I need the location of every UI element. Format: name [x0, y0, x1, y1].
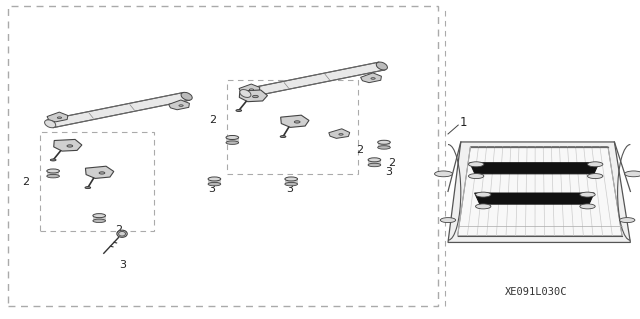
- Ellipse shape: [440, 218, 456, 223]
- Ellipse shape: [378, 140, 390, 144]
- Ellipse shape: [285, 177, 298, 181]
- Ellipse shape: [99, 172, 105, 174]
- Polygon shape: [329, 129, 349, 138]
- Polygon shape: [281, 115, 309, 127]
- Ellipse shape: [47, 174, 60, 178]
- Polygon shape: [239, 84, 260, 94]
- Ellipse shape: [625, 171, 640, 177]
- Text: 3: 3: [287, 184, 293, 194]
- Ellipse shape: [588, 162, 603, 167]
- Polygon shape: [47, 171, 60, 176]
- Polygon shape: [378, 142, 390, 147]
- Ellipse shape: [371, 78, 375, 79]
- Polygon shape: [47, 112, 68, 122]
- Polygon shape: [470, 163, 599, 174]
- Ellipse shape: [378, 146, 390, 149]
- Ellipse shape: [435, 171, 452, 177]
- Polygon shape: [226, 137, 239, 143]
- Ellipse shape: [208, 177, 221, 181]
- Ellipse shape: [47, 169, 60, 173]
- Ellipse shape: [181, 93, 192, 100]
- Text: 3: 3: [120, 260, 126, 270]
- Polygon shape: [168, 100, 189, 110]
- Ellipse shape: [468, 162, 484, 167]
- Text: 2: 2: [356, 145, 364, 155]
- Ellipse shape: [253, 95, 259, 98]
- Ellipse shape: [240, 90, 251, 97]
- Polygon shape: [86, 166, 114, 178]
- Ellipse shape: [51, 159, 56, 161]
- Bar: [40, 132, 154, 231]
- Ellipse shape: [588, 174, 603, 179]
- Polygon shape: [47, 93, 189, 128]
- Ellipse shape: [476, 204, 491, 209]
- Ellipse shape: [117, 230, 127, 237]
- Polygon shape: [475, 193, 594, 204]
- Polygon shape: [243, 62, 385, 97]
- Polygon shape: [208, 179, 221, 184]
- Ellipse shape: [368, 163, 381, 167]
- Bar: [227, 80, 358, 174]
- Ellipse shape: [468, 174, 484, 179]
- Ellipse shape: [67, 145, 73, 147]
- Ellipse shape: [85, 187, 91, 189]
- Text: 3: 3: [386, 167, 392, 177]
- Ellipse shape: [580, 204, 595, 209]
- Polygon shape: [360, 73, 381, 83]
- Polygon shape: [285, 179, 298, 184]
- Text: 2: 2: [388, 158, 396, 168]
- Ellipse shape: [45, 120, 56, 128]
- Polygon shape: [368, 160, 381, 165]
- Ellipse shape: [580, 192, 595, 197]
- Ellipse shape: [280, 136, 286, 137]
- Ellipse shape: [476, 192, 491, 197]
- Ellipse shape: [93, 214, 106, 218]
- Ellipse shape: [226, 136, 239, 139]
- Polygon shape: [239, 90, 268, 102]
- Ellipse shape: [294, 121, 300, 123]
- Ellipse shape: [376, 62, 387, 70]
- Polygon shape: [448, 142, 630, 242]
- Ellipse shape: [368, 158, 381, 162]
- Ellipse shape: [236, 109, 242, 112]
- Ellipse shape: [208, 182, 221, 186]
- Bar: [8, 6, 438, 306]
- Text: 1: 1: [460, 116, 467, 129]
- Ellipse shape: [285, 182, 298, 186]
- Ellipse shape: [226, 141, 239, 145]
- Text: XE091L030C: XE091L030C: [505, 287, 568, 297]
- Text: 2: 2: [22, 177, 29, 187]
- Ellipse shape: [250, 89, 253, 91]
- Ellipse shape: [620, 218, 635, 223]
- Text: 2: 2: [209, 115, 216, 125]
- Ellipse shape: [339, 134, 343, 135]
- Text: 2: 2: [115, 225, 123, 235]
- Ellipse shape: [58, 117, 61, 119]
- Polygon shape: [93, 216, 106, 221]
- Polygon shape: [458, 147, 622, 236]
- Ellipse shape: [179, 105, 183, 107]
- Text: 3: 3: [208, 184, 214, 194]
- Ellipse shape: [93, 219, 106, 223]
- Polygon shape: [54, 139, 82, 151]
